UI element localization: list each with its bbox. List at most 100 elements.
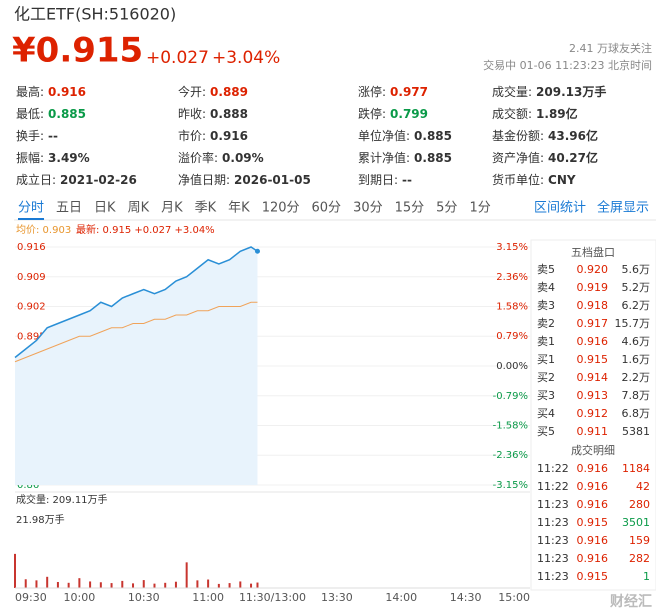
book-price: 0.911 — [577, 425, 609, 438]
tab[interactable]: 周K — [128, 201, 150, 216]
stat-value: 40.27亿 — [548, 150, 598, 165]
tab[interactable]: 120分 — [262, 201, 300, 216]
volume-bar — [121, 580, 124, 588]
legend-avg: 均价: 0.903 — [16, 224, 71, 236]
stat-value: CNY — [548, 173, 576, 187]
tab[interactable]: 年K — [228, 201, 250, 216]
stat-value: 0.885 — [414, 129, 452, 143]
volume-bar — [110, 583, 113, 588]
book-price: 0.914 — [577, 371, 609, 384]
stat-label: 成交额: — [492, 106, 532, 121]
stat-label: 资产净值: — [492, 150, 544, 165]
volume-bar — [185, 562, 188, 588]
stat: 基金份额: 43.96亿 — [492, 128, 598, 143]
tab[interactable]: 1分 — [469, 201, 490, 216]
book-level: 买3 — [537, 389, 555, 402]
trade-price: 0.915 — [577, 516, 609, 529]
tab[interactable]: 60分 — [312, 201, 342, 216]
volume-bar — [239, 581, 242, 588]
stat-label: 成立日: — [16, 172, 56, 187]
y-tick-label: 0.909 — [17, 272, 46, 283]
stat: 涨停: 0.977 — [358, 84, 428, 99]
stat: 单位净值: 0.885 — [358, 128, 452, 143]
change-pct: +3.04% — [212, 48, 280, 68]
stat: 振幅: 3.49% — [16, 150, 90, 165]
tab-action[interactable]: 全屏显示 — [597, 200, 649, 216]
book-title: 五档盘口 — [571, 245, 615, 259]
stat-value: 0.977 — [390, 85, 428, 99]
y2-tick-label: -2.36% — [493, 450, 528, 461]
status: 交易中 01-06 11:23:23 北京时间 — [483, 58, 652, 72]
trade-volume: 280 — [629, 498, 650, 511]
book-level: 买1 — [537, 353, 555, 366]
stat: 最低: 0.885 — [16, 107, 86, 121]
volume-bar — [56, 581, 59, 588]
tab[interactable]: 日K — [94, 201, 116, 216]
y2-tick-label: 3.15% — [496, 242, 528, 253]
volume-bar — [142, 580, 145, 588]
stat-label: 今开: — [178, 84, 206, 99]
stat: 成交量: 209.13万手 — [492, 84, 606, 99]
book-price: 0.916 — [577, 335, 609, 348]
trade-price: 0.916 — [577, 480, 609, 493]
book-level: 卖2 — [537, 317, 555, 330]
trade-time: 11:23 — [537, 552, 569, 565]
x-tick-label: 10:30 — [128, 591, 160, 604]
x-tick-label: 15:00 — [498, 591, 530, 604]
stat: 市价: 0.916 — [178, 128, 248, 143]
trade-price: 0.916 — [577, 498, 609, 511]
tab[interactable]: 五日 — [56, 201, 82, 216]
stat-label: 溢价率: — [178, 150, 218, 165]
x-tick-label: 11:30/13:00 — [239, 591, 306, 604]
book-price: 0.918 — [577, 299, 609, 312]
price-line — [14, 246, 258, 359]
trades-title: 成交明细 — [571, 443, 615, 457]
stat-value: -- — [402, 173, 412, 187]
tab[interactable]: 季K — [195, 201, 217, 216]
tab[interactable]: 月K — [161, 201, 183, 216]
volume-bar — [99, 582, 102, 588]
tab-action[interactable]: 区间统计 — [534, 201, 586, 216]
stat: 资产净值: 40.27亿 — [492, 150, 598, 165]
trade-time: 11:22 — [537, 462, 569, 475]
trade-volume: 1184 — [622, 462, 650, 475]
trade-volume: 282 — [629, 552, 650, 565]
y2-tick-label: 1.58% — [496, 301, 528, 312]
y-tick-label: 0.902 — [17, 302, 46, 313]
avg-line — [14, 301, 258, 363]
trade-time: 11:23 — [537, 516, 569, 529]
stat-label: 振幅: — [16, 150, 44, 165]
tab[interactable]: 5分 — [436, 201, 457, 216]
stat: 最高: 0.916 — [16, 84, 86, 99]
stat: 昨收: 0.888 — [178, 107, 248, 121]
trade-volume: 159 — [629, 534, 650, 547]
tab[interactable]: 分时 — [18, 201, 44, 216]
stat-value: -- — [48, 129, 58, 143]
volume-bar — [46, 576, 49, 588]
followers: 2.41 万球友关注 — [569, 41, 652, 55]
stat-label: 货币单位: — [492, 172, 544, 187]
stat-label: 累计净值: — [358, 150, 410, 165]
book-level: 卖4 — [537, 281, 555, 294]
tab[interactable]: 30分 — [353, 201, 383, 216]
trade-volume: 42 — [636, 480, 650, 493]
stat-label: 最高: — [16, 84, 44, 99]
stat-label: 成交量: — [492, 84, 532, 99]
x-tick-label: 14:00 — [385, 591, 417, 604]
stat: 到期日: -- — [358, 173, 412, 187]
stat: 净值日期: 2026-01-05 — [178, 172, 311, 187]
book-level: 买4 — [537, 407, 555, 420]
volume-bar — [250, 583, 253, 588]
stat-label: 跌停: — [358, 106, 386, 121]
x-tick-label: 10:00 — [64, 591, 96, 604]
book-level: 卖3 — [537, 299, 555, 312]
stat: 跌停: 0.799 — [358, 106, 428, 121]
trade-time: 11:22 — [537, 480, 569, 493]
stat-value: 209.13万手 — [536, 84, 606, 99]
stat-value: 0.799 — [390, 107, 428, 121]
trade-volume: 1 — [643, 570, 650, 583]
tab[interactable]: 15分 — [395, 201, 425, 216]
volume-bar — [78, 578, 81, 588]
book-price: 0.915 — [577, 353, 609, 366]
